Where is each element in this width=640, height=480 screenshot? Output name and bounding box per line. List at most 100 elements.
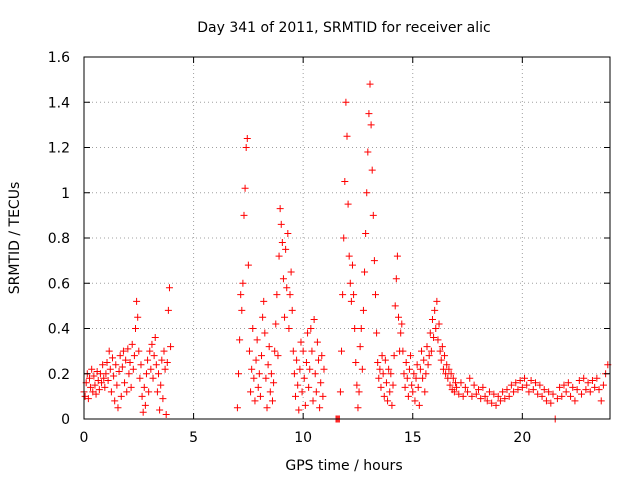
data-point-plus xyxy=(340,234,348,242)
data-point-plus xyxy=(527,377,535,385)
data-point-plus xyxy=(455,390,463,398)
data-point-plus xyxy=(122,356,130,364)
data-point-plus xyxy=(470,381,478,389)
data-point-plus xyxy=(431,306,439,314)
data-point-plus xyxy=(142,370,150,378)
data-point-plus xyxy=(481,392,489,400)
data-point-plus xyxy=(584,379,592,387)
data-point-plus xyxy=(501,395,509,403)
data-point-plus xyxy=(91,381,99,389)
data-point-plus xyxy=(254,383,262,391)
data-point-plus xyxy=(374,358,382,366)
data-point-plus xyxy=(87,383,95,391)
data-point-plus xyxy=(418,347,426,355)
data-point-plus xyxy=(302,358,310,366)
data-point-plus xyxy=(420,356,428,364)
data-point-plus xyxy=(105,347,113,355)
data-point-plus xyxy=(494,392,502,400)
data-point-plus xyxy=(128,340,136,348)
data-point-plus xyxy=(426,329,434,337)
data-point-plus xyxy=(437,356,445,364)
data-point-plus xyxy=(485,388,493,396)
data-point-plus xyxy=(261,329,269,337)
data-point-plus xyxy=(403,374,411,382)
data-point-plus xyxy=(135,347,143,355)
data-point-plus xyxy=(255,370,263,378)
data-point-plus xyxy=(400,370,408,378)
data-point-plus xyxy=(573,386,581,394)
data-point-plus xyxy=(253,336,261,344)
data-point-plus xyxy=(447,370,455,378)
data-point-plus xyxy=(145,388,153,396)
data-point-plus xyxy=(123,388,131,396)
data-point-plus xyxy=(115,367,123,375)
data-point-plus xyxy=(477,395,485,403)
data-point-plus xyxy=(595,386,603,394)
data-point-plus xyxy=(298,388,306,396)
data-point-plus xyxy=(284,229,292,237)
data-point-plus xyxy=(348,261,356,269)
data-point-plus xyxy=(366,80,374,88)
data-point-plus xyxy=(512,379,520,387)
data-point-plus xyxy=(425,352,433,360)
x-tick-label: 20 xyxy=(513,430,531,446)
data-point-plus xyxy=(102,370,110,378)
data-point-plus xyxy=(155,370,163,378)
data-point-plus xyxy=(167,343,175,351)
data-point-plus xyxy=(249,325,257,332)
data-point-plus xyxy=(90,372,98,380)
data-point-plus xyxy=(158,356,166,364)
data-point-plus xyxy=(453,383,461,391)
data-point-plus xyxy=(534,390,542,398)
data-point-plus xyxy=(507,381,515,389)
data-point-plus xyxy=(141,401,149,409)
data-point-plus xyxy=(488,399,496,407)
data-point-plus xyxy=(137,361,145,369)
data-point-plus xyxy=(240,211,248,219)
data-point-plus xyxy=(119,347,127,355)
data-point-plus xyxy=(311,370,319,378)
data-point-plus xyxy=(136,374,144,382)
data-point-plus xyxy=(339,291,347,299)
data-point-plus xyxy=(407,352,415,360)
data-point-plus xyxy=(377,383,385,391)
x-axis-ticks: 0 5 10 15 20 xyxy=(80,57,531,446)
data-point-plus xyxy=(126,358,134,366)
y-tick-label: 0 xyxy=(61,412,70,428)
data-point-plus xyxy=(245,347,253,355)
data-point-plus xyxy=(582,386,590,394)
data-point-plus xyxy=(252,356,260,364)
data-point-plus xyxy=(165,284,173,292)
data-point-plus xyxy=(421,388,429,396)
data-point-plus xyxy=(147,365,155,373)
data-point-plus xyxy=(259,313,267,321)
data-point-plus xyxy=(300,374,308,382)
data-point-plus xyxy=(385,365,393,373)
data-point-plus xyxy=(258,352,266,360)
data-point-plus xyxy=(523,381,531,389)
data-point-plus xyxy=(266,388,274,396)
data-point-plus xyxy=(381,356,389,364)
data-point-plus xyxy=(464,388,472,396)
data-point-plus xyxy=(496,397,504,405)
data-point-plus xyxy=(562,388,570,396)
data-point-plus xyxy=(287,268,295,276)
data-point-plus xyxy=(247,388,255,396)
data-point-plus xyxy=(397,329,405,337)
data-point-plus xyxy=(445,365,453,373)
data-point-plus xyxy=(118,363,126,371)
y-tick-label: 0.6 xyxy=(48,276,70,292)
data-point-plus xyxy=(235,370,243,378)
data-point-plus xyxy=(405,365,413,373)
data-point-plus xyxy=(468,392,476,400)
data-point-plus xyxy=(356,343,364,351)
data-point-plus xyxy=(388,401,396,409)
data-point-plus xyxy=(540,386,548,394)
data-point-plus xyxy=(575,377,583,385)
data-point-plus xyxy=(435,320,443,328)
data-point-plus xyxy=(450,388,458,396)
x-tick-label: 0 xyxy=(80,430,89,446)
data-point-plus xyxy=(599,381,607,389)
data-point-plus xyxy=(288,306,296,314)
data-point-plus xyxy=(295,406,303,414)
